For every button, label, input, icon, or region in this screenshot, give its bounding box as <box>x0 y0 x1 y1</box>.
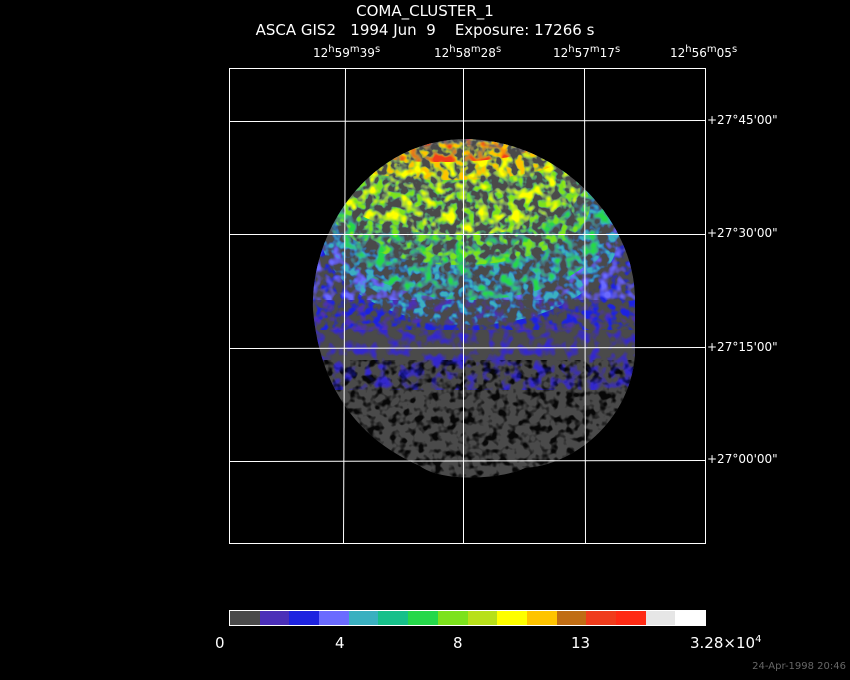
colorbar <box>229 610 706 626</box>
colorbar-tick-13: 13 <box>571 634 591 652</box>
colorbar-swatch-5 <box>378 611 409 625</box>
colorbar-swatch-13 <box>615 611 646 625</box>
colorbar-tick-0: 0 <box>215 634 225 652</box>
colorbar-swatch-4 <box>348 611 379 625</box>
coordinate-grid <box>228 67 706 544</box>
ra-label-1: 12h59m39s <box>313 44 381 60</box>
image-subtitle: ASCA GIS2 1994 Jun 9 Exposure: 17266 s <box>255 21 595 39</box>
colorbar-swatch-7 <box>437 611 468 625</box>
timestamp: 24-Apr-1998 20:46 <box>752 661 846 672</box>
colorbar-swatch-1 <box>259 611 290 625</box>
colorbar-tick-max: 3.28×104 <box>690 634 762 652</box>
dec-label-3: +27°15'00" <box>707 340 778 354</box>
colorbar-tick-8: 8 <box>453 634 463 652</box>
colorbar-swatch-0 <box>230 611 260 625</box>
ra-label-4: 12h56m05s <box>670 44 738 60</box>
colorbar-swatch-14 <box>645 611 676 625</box>
colorbar-tick-4: 4 <box>335 634 345 652</box>
colorbar-swatch-2 <box>289 611 320 625</box>
colorbar-swatch-10 <box>526 611 557 625</box>
ra-label-3: 12h57m17s <box>553 44 621 60</box>
colorbar-swatch-12 <box>586 611 616 625</box>
dec-label-1: +27°45'00" <box>707 113 778 127</box>
ra-label-2: 12h58m28s <box>434 44 502 60</box>
colorbar-swatch-8 <box>467 611 498 625</box>
image-title: COMA_CLUSTER_1 <box>356 2 494 20</box>
colorbar-swatch-9 <box>497 611 527 625</box>
dec-label-2: +27°30'00" <box>707 226 778 240</box>
cluster-emission <box>312 139 635 478</box>
colorbar-swatch-6 <box>408 611 438 625</box>
dec-label-4: +27°00'00" <box>707 452 778 466</box>
colorbar-swatch-3 <box>319 611 349 625</box>
colorbar-swatch-11 <box>556 611 587 625</box>
colorbar-swatch-15 <box>675 611 705 625</box>
